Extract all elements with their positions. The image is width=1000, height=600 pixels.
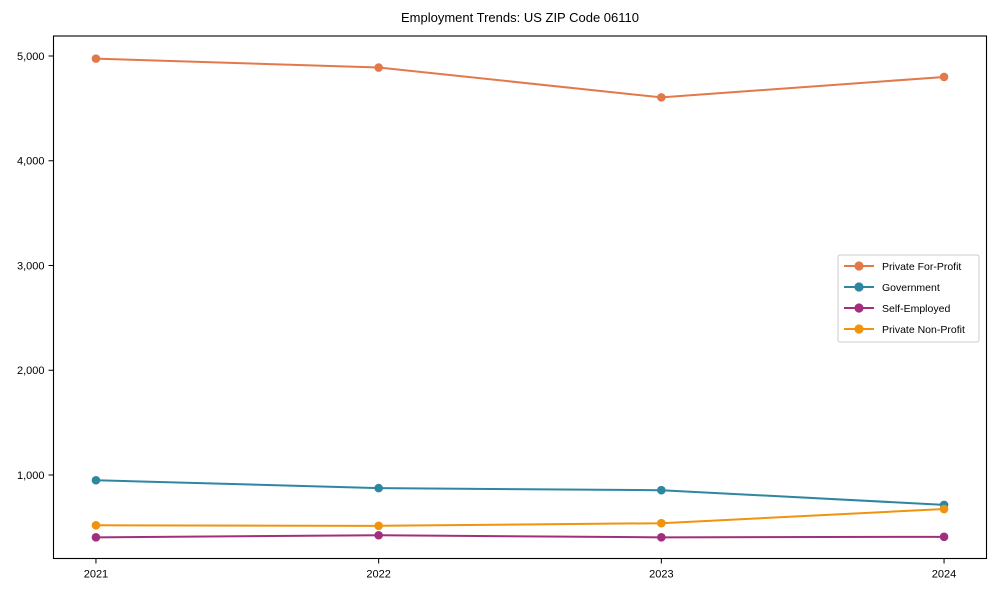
series-line-private-non-profit <box>94 508 946 527</box>
legend-item-self-employed: Self-Employed <box>844 303 950 315</box>
data-point-self-employed-2023 <box>657 533 666 542</box>
x-tick-label: 2021 <box>84 569 108 581</box>
series-line-government <box>94 479 946 506</box>
legend-box <box>837 254 980 343</box>
plot-border <box>52 35 988 560</box>
legend-item-private-for-profit: Private For-Profit <box>844 261 961 273</box>
data-point-private-non-profit-2024 <box>939 504 949 514</box>
legend-item-private-non-profit: Private Non-Profit <box>844 324 965 336</box>
data-point-private-for-profit-2021 <box>91 54 101 63</box>
legend-label-private-non-profit: Private Non-Profit <box>882 324 965 336</box>
data-point-private-for-profit-2022 <box>374 63 383 72</box>
y-tick-label: 3,000 <box>17 260 45 272</box>
data-point-government-2023 <box>657 485 666 495</box>
data-point-self-employed-2021 <box>91 533 101 542</box>
data-point-self-employed-2024 <box>939 532 949 542</box>
y-tick-label: 4,000 <box>17 156 45 168</box>
legend-marker-private-for-profit <box>854 261 864 271</box>
legend: Private For-Profit Government Self-Employe… <box>837 254 980 343</box>
data-point-government-2022 <box>374 483 383 493</box>
legend-marker-government <box>854 282 864 292</box>
legend-marker-self-employed <box>854 303 864 313</box>
data-point-private-non-profit-2023 <box>657 518 666 528</box>
chart-title: Employment Trends: US ZIP Code 06110 <box>401 10 639 25</box>
x-tick-label: 2022 <box>366 569 390 581</box>
series-line-self-employed <box>94 534 946 539</box>
y-tick-label: 5,000 <box>17 51 45 63</box>
data-point-private-for-profit-2023 <box>657 93 666 102</box>
legend-label-self-employed: Self-Employed <box>882 303 950 315</box>
data-point-private-non-profit-2021 <box>91 520 101 530</box>
legend-label-government: Government <box>882 282 940 294</box>
legend-marker-private-non-profit <box>854 324 864 334</box>
y-tick-label: 2,000 <box>17 365 45 377</box>
data-point-private-non-profit-2022 <box>374 521 383 531</box>
series-line-private-for-profit <box>94 57 946 99</box>
x-tick-label: 2024 <box>932 569 956 581</box>
plot-area: 1,000 2,000 3,000 4,000 5,000 2021 2022 2023 202… <box>17 35 988 581</box>
x-tick-label: 2023 <box>649 569 673 581</box>
legend-item-government: Government <box>844 282 940 294</box>
data-point-private-for-profit-2024 <box>939 72 949 82</box>
data-point-government-2021 <box>91 475 101 485</box>
legend-label-private-for-profit: Private For-Profit <box>882 261 961 273</box>
y-tick-label: 1,000 <box>17 470 45 482</box>
data-point-self-employed-2022 <box>374 530 383 540</box>
